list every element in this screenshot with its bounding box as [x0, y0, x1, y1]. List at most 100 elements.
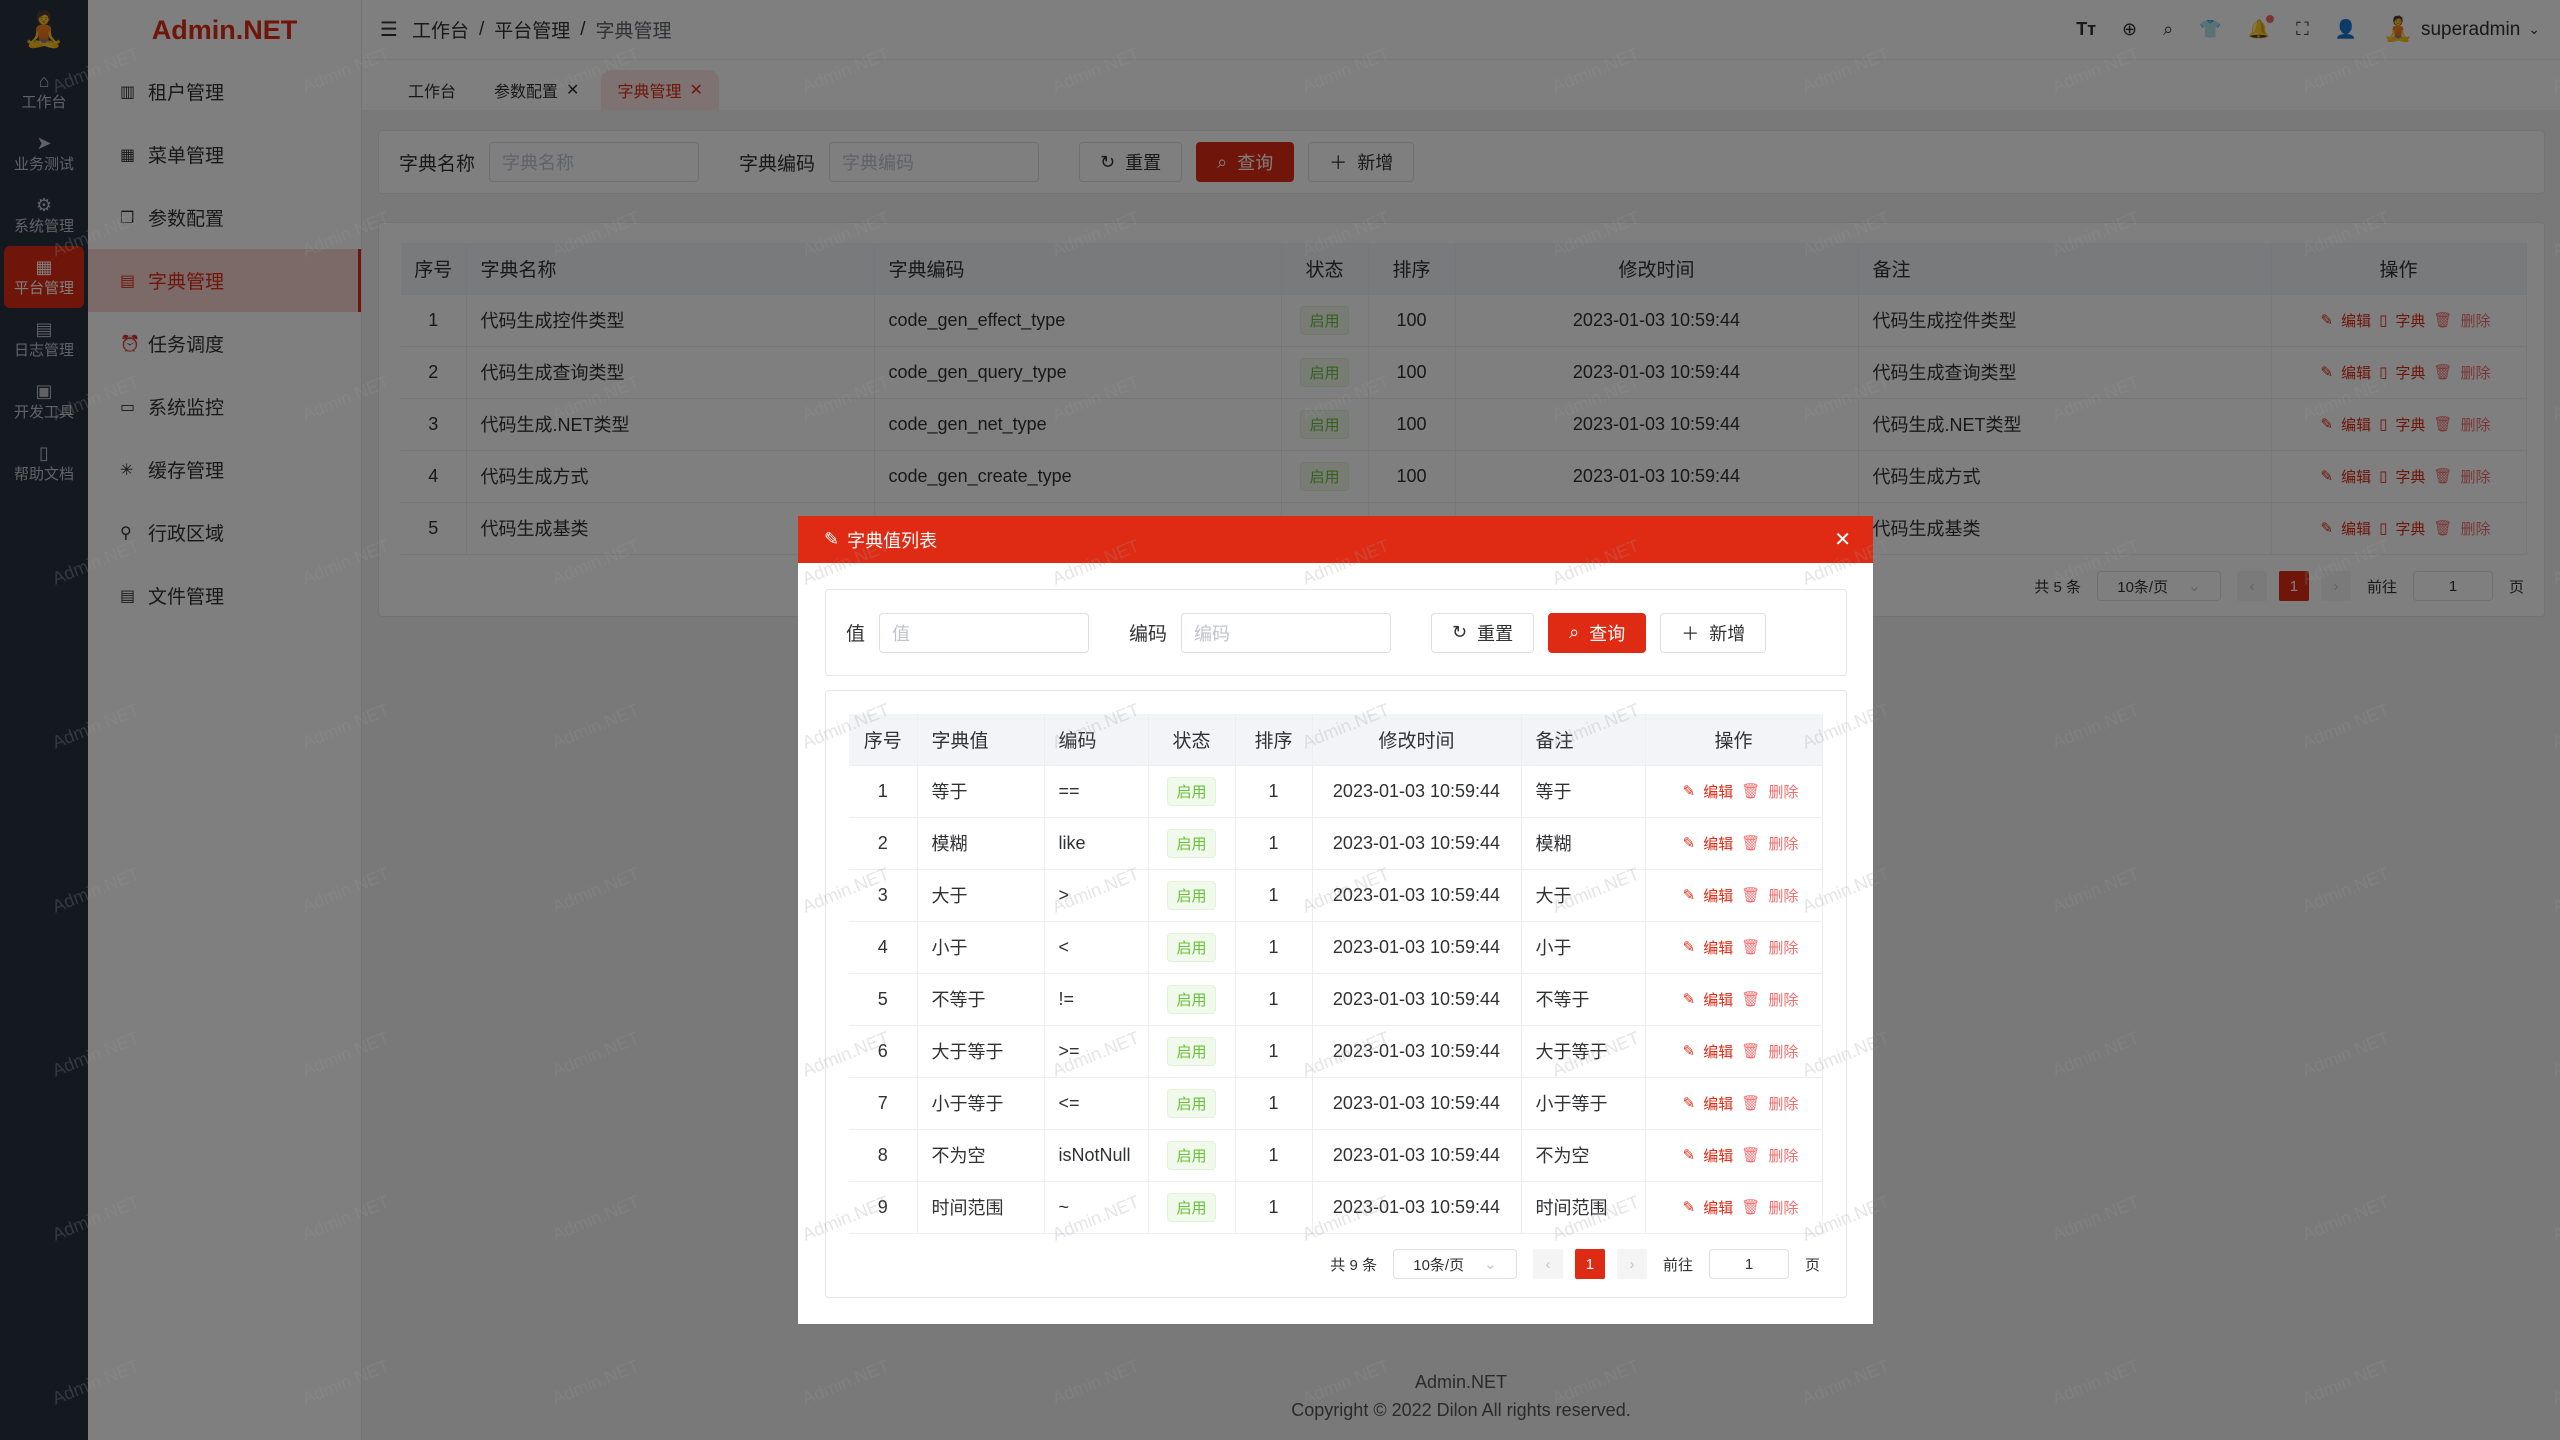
delete-link[interactable]: 删除 [1768, 991, 1799, 1009]
table-row: 2 模糊 like 启用 1 2023-01-03 10:59:44 模糊 ✎ 编辑 🗑 删除 [849, 817, 1823, 870]
delete-link[interactable]: 删除 [1768, 1043, 1799, 1061]
value-input[interactable]: 值 [879, 612, 1090, 653]
cell: 小于等于 [917, 1077, 1045, 1130]
cell: 等于 [917, 765, 1045, 818]
page-button[interactable]: 1 [1574, 1249, 1605, 1279]
close-icon[interactable]: ✕ [1834, 529, 1851, 551]
edit-icon[interactable]: ✎ [1682, 783, 1696, 800]
goto-page-input[interactable]: 1 [1708, 1249, 1789, 1279]
cell: >= [1044, 1025, 1149, 1078]
dialog-table-card: 序号 字典值 编码 状态 排序 修改时间 备注 操作 1 等于 == 启用 1 2023-01-03 10… [825, 690, 1847, 1298]
cell: 大于等于 [917, 1025, 1045, 1078]
edit-link[interactable]: 编辑 [1703, 1043, 1734, 1061]
status-badge: 启用 [1167, 880, 1216, 910]
cell: 1 [1235, 973, 1313, 1026]
edit-icon[interactable]: ✎ [1682, 939, 1696, 956]
column-header: 修改时间 [1312, 714, 1522, 766]
edit-icon[interactable]: ✎ [1682, 887, 1696, 904]
status-badge: 启用 [1167, 1088, 1216, 1118]
edit-link[interactable]: 编辑 [1703, 1095, 1734, 1113]
column-header: 字典值 [917, 714, 1045, 766]
delete-link[interactable]: 删除 [1768, 1199, 1799, 1217]
delete-link[interactable]: 删除 [1768, 1095, 1799, 1113]
cell: <= [1044, 1077, 1149, 1130]
dialog-add-button[interactable]: ＋ 新增 [1660, 612, 1767, 653]
cell: 2023-01-03 10:59:44 [1312, 1025, 1522, 1078]
edit-icon[interactable]: ✎ [1682, 1095, 1696, 1112]
cell: 2023-01-03 10:59:44 [1312, 765, 1522, 818]
edit-icon[interactable]: ✎ [1682, 1199, 1696, 1216]
delete-link[interactable]: 删除 [1768, 835, 1799, 853]
cell: 大于 [917, 869, 1045, 922]
edit-icon[interactable]: ✎ [1682, 1147, 1696, 1164]
edit-link[interactable]: 编辑 [1703, 1147, 1734, 1165]
trash-icon[interactable]: 🗑 [1741, 991, 1761, 1008]
trash-icon[interactable]: 🗑 [1741, 939, 1761, 956]
goto-label: 前往 [1662, 1256, 1693, 1274]
cell: ~ [1044, 1181, 1149, 1234]
dialog-reset-button[interactable]: ↻ 重置 [1431, 612, 1535, 653]
cell: 小于 [917, 921, 1045, 974]
prev-page-button[interactable]: ‹ [1532, 1249, 1563, 1279]
dict-value-dialog: ✎ 字典值列表 ✕ 值 值 编码 编码 ↻ 重置 ⌕ 查询 ＋新增 序号 字典值 编码状… [798, 516, 1873, 1324]
next-page-button[interactable]: › [1616, 1249, 1647, 1279]
dialog-header: ✎ 字典值列表 ✕ [798, 516, 1873, 563]
edit-link[interactable]: 编辑 [1703, 887, 1734, 905]
actions-cell: ✎ 编辑 🗑 删除 [1645, 921, 1823, 974]
trash-icon[interactable]: 🗑 [1741, 1199, 1761, 1216]
status-badge: 启用 [1167, 828, 1216, 858]
code-input[interactable]: 编码 [1181, 612, 1392, 653]
cell: 模糊 [1521, 817, 1646, 870]
cell: 不等于 [917, 973, 1045, 1026]
table-row: 8 不为空 isNotNull 启用 1 2023-01-03 10:59:44 不为空 ✎ 编… [849, 1129, 1823, 1182]
cell: isNotNull [1044, 1129, 1149, 1182]
delete-link[interactable]: 删除 [1768, 939, 1799, 957]
cell: 不为空 [917, 1129, 1045, 1182]
trash-icon[interactable]: 🗑 [1741, 835, 1761, 852]
edit-link[interactable]: 编辑 [1703, 1199, 1734, 1217]
delete-link[interactable]: 删除 [1768, 887, 1799, 905]
cell: 启用 [1148, 973, 1236, 1026]
edit-icon[interactable]: ✎ [1682, 835, 1696, 852]
delete-link[interactable]: 删除 [1768, 783, 1799, 801]
cell: 2023-01-03 10:59:44 [1312, 973, 1522, 1026]
cell: 2023-01-03 10:59:44 [1312, 869, 1522, 922]
query-label: 查询 [1589, 623, 1626, 644]
edit-link[interactable]: 编辑 [1703, 835, 1734, 853]
cell: 7 [849, 1077, 918, 1130]
add-label: 新增 [1709, 623, 1746, 644]
actions-cell: ✎ 编辑 🗑 删除 [1645, 1025, 1823, 1078]
trash-icon[interactable]: 🗑 [1741, 1043, 1761, 1060]
trash-icon[interactable]: 🗑 [1741, 1095, 1761, 1112]
actions-cell: ✎ 编辑 🗑 删除 [1645, 869, 1823, 922]
cell: 模糊 [917, 817, 1045, 870]
cell: 1 [1235, 765, 1313, 818]
trash-icon[interactable]: 🗑 [1741, 783, 1761, 800]
column-header: 备注 [1521, 714, 1646, 766]
cell: 时间范围 [917, 1181, 1045, 1234]
trash-icon[interactable]: 🗑 [1741, 1147, 1761, 1164]
page-size-select[interactable]: 10条/页 ⌄ [1392, 1249, 1517, 1279]
dialog-query-button[interactable]: ⌕ 查询 [1548, 612, 1647, 653]
edit-link[interactable]: 编辑 [1703, 939, 1734, 957]
delete-link[interactable]: 删除 [1768, 1147, 1799, 1165]
cell: 1 [849, 765, 918, 818]
cell: 9 [849, 1181, 918, 1234]
table-row: 4 小于 < 启用 1 2023-01-03 10:59:44 小于 ✎ 编辑 🗑 删除 [849, 921, 1823, 974]
edit-icon[interactable]: ✎ [1682, 991, 1696, 1008]
cell: 启用 [1148, 921, 1236, 974]
cell: 启用 [1148, 1129, 1236, 1182]
trash-icon[interactable]: 🗑 [1741, 887, 1761, 904]
table-header-row: 序号 字典值 编码 状态 排序 修改时间 备注 操作 [849, 714, 1823, 766]
cell: 1 [1235, 1025, 1313, 1078]
cell: 启用 [1148, 869, 1236, 922]
status-badge: 启用 [1167, 776, 1216, 806]
cell: 1 [1235, 1129, 1313, 1182]
table-row: 7 小于等于 <= 启用 1 2023-01-03 10:59:44 小于等于 ✎ 编辑 🗑 删除 [849, 1077, 1823, 1130]
chevron-down-icon: ⌄ [1484, 1256, 1497, 1273]
edit-link[interactable]: 编辑 [1703, 991, 1734, 1009]
edit-link[interactable]: 编辑 [1703, 783, 1734, 801]
value-label: 值 [846, 624, 866, 645]
actions-cell: ✎ 编辑 🗑 删除 [1645, 765, 1823, 818]
edit-icon[interactable]: ✎ [1682, 1043, 1696, 1060]
